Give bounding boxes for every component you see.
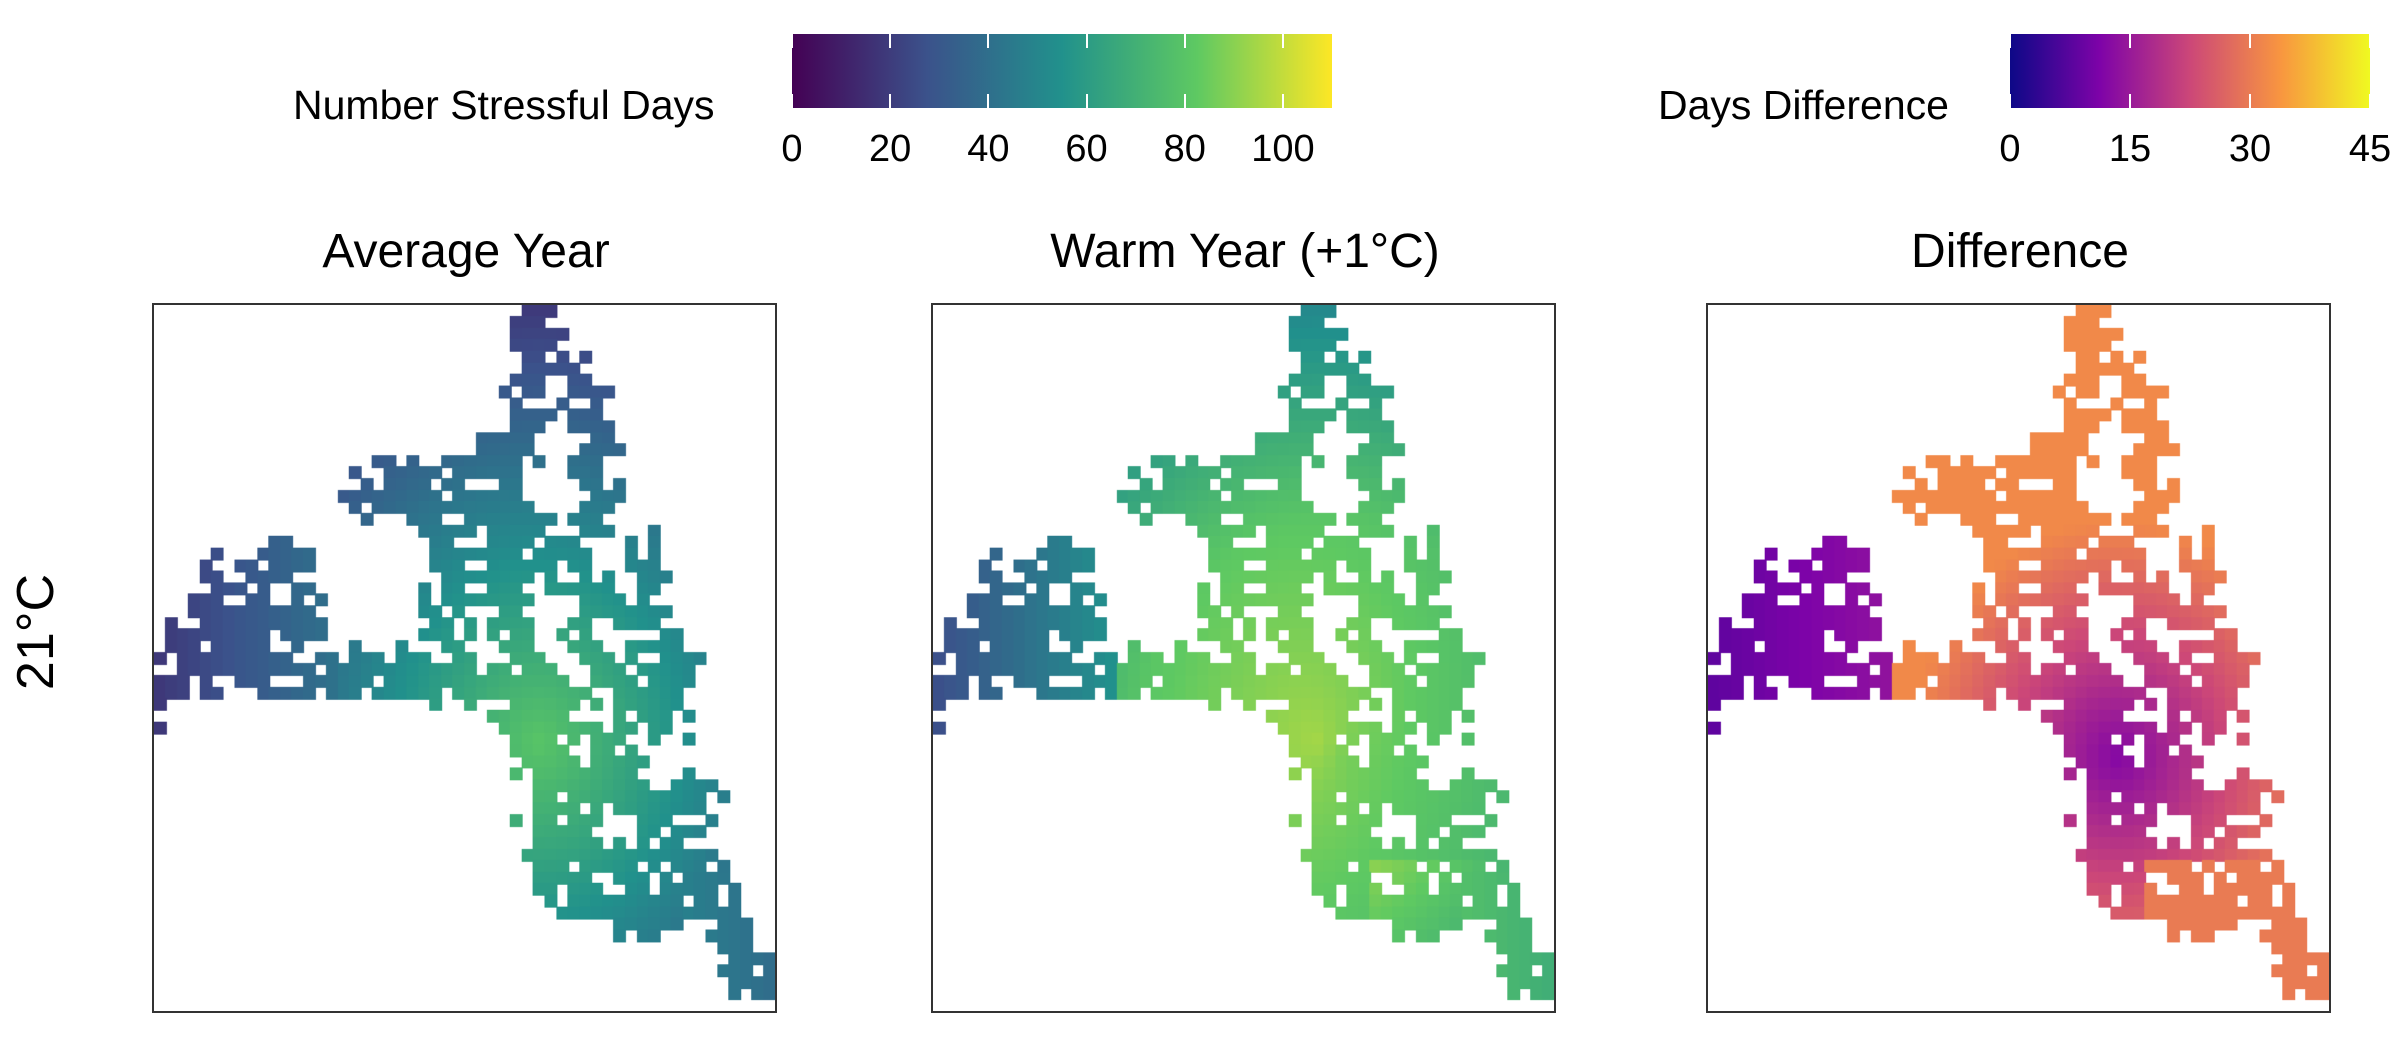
- heatmap-panel-warm: [931, 303, 1556, 1013]
- legend-title-stressful-days: Number Stressful Days: [293, 82, 715, 129]
- colorbar-tick-mark: [1086, 34, 1088, 48]
- colorbar-tick-label: 60: [1065, 128, 1107, 171]
- colorbar-tick-mark: [791, 34, 793, 48]
- heatmap-panel-average: [152, 303, 777, 1013]
- heatmap-panel-difference: [1706, 303, 2331, 1013]
- colorbar-tick-mark: [1282, 94, 1284, 108]
- colorbar-tick-label: 40: [967, 128, 1009, 171]
- colorbar-tick-mark: [2009, 34, 2011, 48]
- colorbar-tick-label: 45: [2349, 128, 2391, 171]
- legend-days-difference: Days Difference 0 15 30 45: [1340, 34, 2400, 164]
- row-label-threshold: 21°C: [6, 574, 66, 690]
- colorbar-tick-label: 0: [1999, 128, 2020, 171]
- colorbar-tick-mark: [2129, 94, 2131, 108]
- legend-title-days-difference: Days Difference: [1658, 82, 1949, 129]
- colorbar-tick-label: 80: [1164, 128, 1206, 171]
- colorbar-tick-mark: [2369, 94, 2371, 108]
- colorbar-tick-mark: [2369, 34, 2371, 48]
- colorbar-tick-mark: [1184, 34, 1186, 48]
- colorbar-tick-mark: [987, 34, 989, 48]
- colorbar-tick-mark: [1184, 94, 1186, 108]
- colorbar-tick-mark: [2009, 94, 2011, 108]
- colorbar-tick-mark: [2249, 34, 2251, 48]
- colorbar-tick-label: 15: [2109, 128, 2151, 171]
- heatmap-canvas-average: [154, 305, 775, 1011]
- panel-title-difference: Difference: [1911, 224, 2129, 279]
- colorbar-tick-label: 0: [781, 128, 802, 171]
- colorbar-tick-mark: [2129, 34, 2131, 48]
- heatmap-canvas-difference: [1708, 305, 2329, 1011]
- colorbar-tick-mark: [1086, 94, 1088, 108]
- colorbar-tick-mark: [2249, 94, 2251, 108]
- panel-title-warm: Warm Year (+1°C): [1050, 224, 1440, 279]
- panel-title-average: Average Year: [322, 224, 609, 279]
- heatmap-canvas-warm: [933, 305, 1554, 1011]
- colorbar-tick-mark: [1282, 34, 1284, 48]
- colorbar-tick-mark: [987, 94, 989, 108]
- colorbar-tick-mark: [889, 94, 891, 108]
- colorbar-tick-label: 100: [1251, 128, 1314, 171]
- colorbar-tick-label: 30: [2229, 128, 2271, 171]
- colorbar-tick-mark: [791, 94, 793, 108]
- colorbar-tick-mark: [889, 34, 891, 48]
- colorbar-viridis: [792, 34, 1332, 108]
- legend-stressful-days: Number Stressful Days 0 20 40 60 80 100: [0, 34, 1340, 164]
- colorbar-plasma: [2010, 34, 2370, 108]
- colorbar-tick-label: 20: [869, 128, 911, 171]
